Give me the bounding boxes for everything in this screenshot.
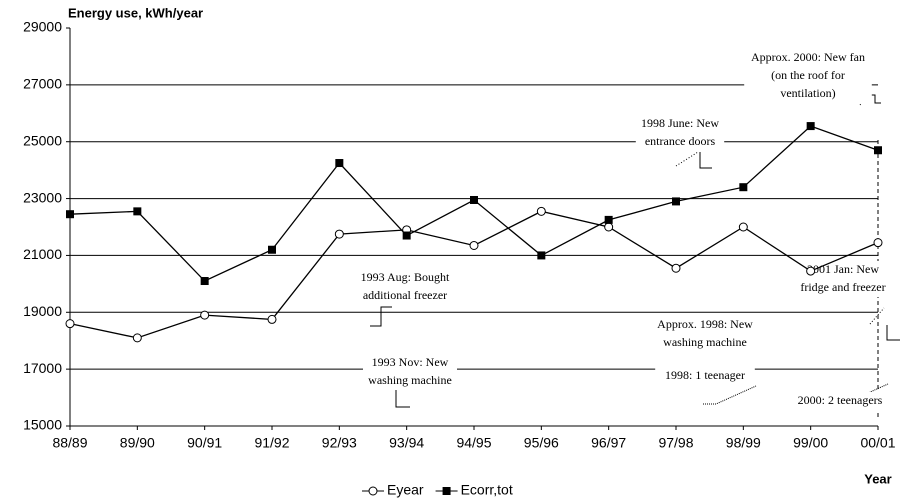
annotation: fridge and freezer [800,280,885,294]
marker [200,310,210,320]
annotation: washing machine [368,373,452,387]
annotation: washing machine [663,335,747,349]
legend-label: Ecorr,tot [461,482,513,498]
annotation-bg [787,392,893,410]
y-tick-label: 15000 [23,417,62,433]
marker [671,263,681,273]
x-tick-label: 89/90 [120,435,155,451]
marker [873,238,883,248]
marker [537,251,546,260]
marker [469,240,479,250]
marker [66,210,74,219]
marker [672,197,680,206]
annotation: 2001 Jan: New [807,262,879,276]
annotation: entrance doors [645,134,716,148]
annotation: Approx. 2000: New fan [751,50,865,64]
annotation-bg [349,269,461,305]
x-tick-label: 98/99 [726,435,761,451]
marker [738,222,748,232]
x-tick-label: 93/94 [389,435,424,451]
annotation: 1993 Aug: Bought [361,270,450,284]
x-tick-label: 00/01 [860,435,895,451]
annotation: ventilation) [780,86,835,100]
y-tick-label: 19000 [23,303,62,319]
annotation: Approx. 1998: New [657,317,753,331]
y-tick-label: 23000 [23,189,62,205]
marker [334,229,344,239]
annotation-bg [652,316,758,352]
annotation: 2000: 2 teenagers [798,393,883,407]
marker [874,146,882,155]
y-tick-label: 27000 [23,76,62,92]
marker [65,319,75,329]
x-tick-label: 95/96 [524,435,559,451]
annotation: 1998 June: New [641,116,719,130]
marker [536,206,546,216]
legend-marker [368,486,378,496]
marker [604,222,614,232]
annotation-bg [744,49,872,103]
y-tick-label: 21000 [23,246,62,262]
marker [806,266,816,276]
x-tick-label: 99/00 [793,435,828,451]
x-tick-label: 96/97 [591,435,626,451]
annotation: additional freezer [363,288,447,302]
y-tick-label: 17000 [23,360,62,376]
annotation-bg [655,367,755,385]
y-tick-label: 25000 [23,132,62,148]
legend-label: Eyear [387,482,424,498]
x-tick-label: 91/92 [254,435,289,451]
x-tick-label: 90/91 [187,435,222,451]
x-tick-label: 97/98 [658,435,693,451]
annotation-bg [363,354,457,390]
marker [402,231,411,240]
marker [604,215,613,224]
y-tick-label: 29000 [23,19,62,35]
annotation-bg [635,115,725,151]
marker [335,159,344,168]
x-tick-label: 94/95 [456,435,491,451]
legend-marker [442,487,451,495]
marker [470,195,478,204]
x-tick-label: 88/89 [52,435,87,451]
annotation: (on the roof for [771,68,845,82]
marker [806,122,815,131]
x-axis-title: Year [864,471,891,486]
annotation-bg [787,261,899,297]
annotation: 1998: 1 teenager [665,368,745,382]
marker [132,333,142,343]
x-tick-label: 92/93 [322,435,357,451]
marker [200,277,209,286]
annotation: 1993 Nov: New [372,355,449,369]
marker [133,207,142,216]
marker [268,245,276,254]
marker [739,183,748,192]
y-axis-title: Energy use, kWh/year [68,5,203,20]
marker [267,314,277,324]
